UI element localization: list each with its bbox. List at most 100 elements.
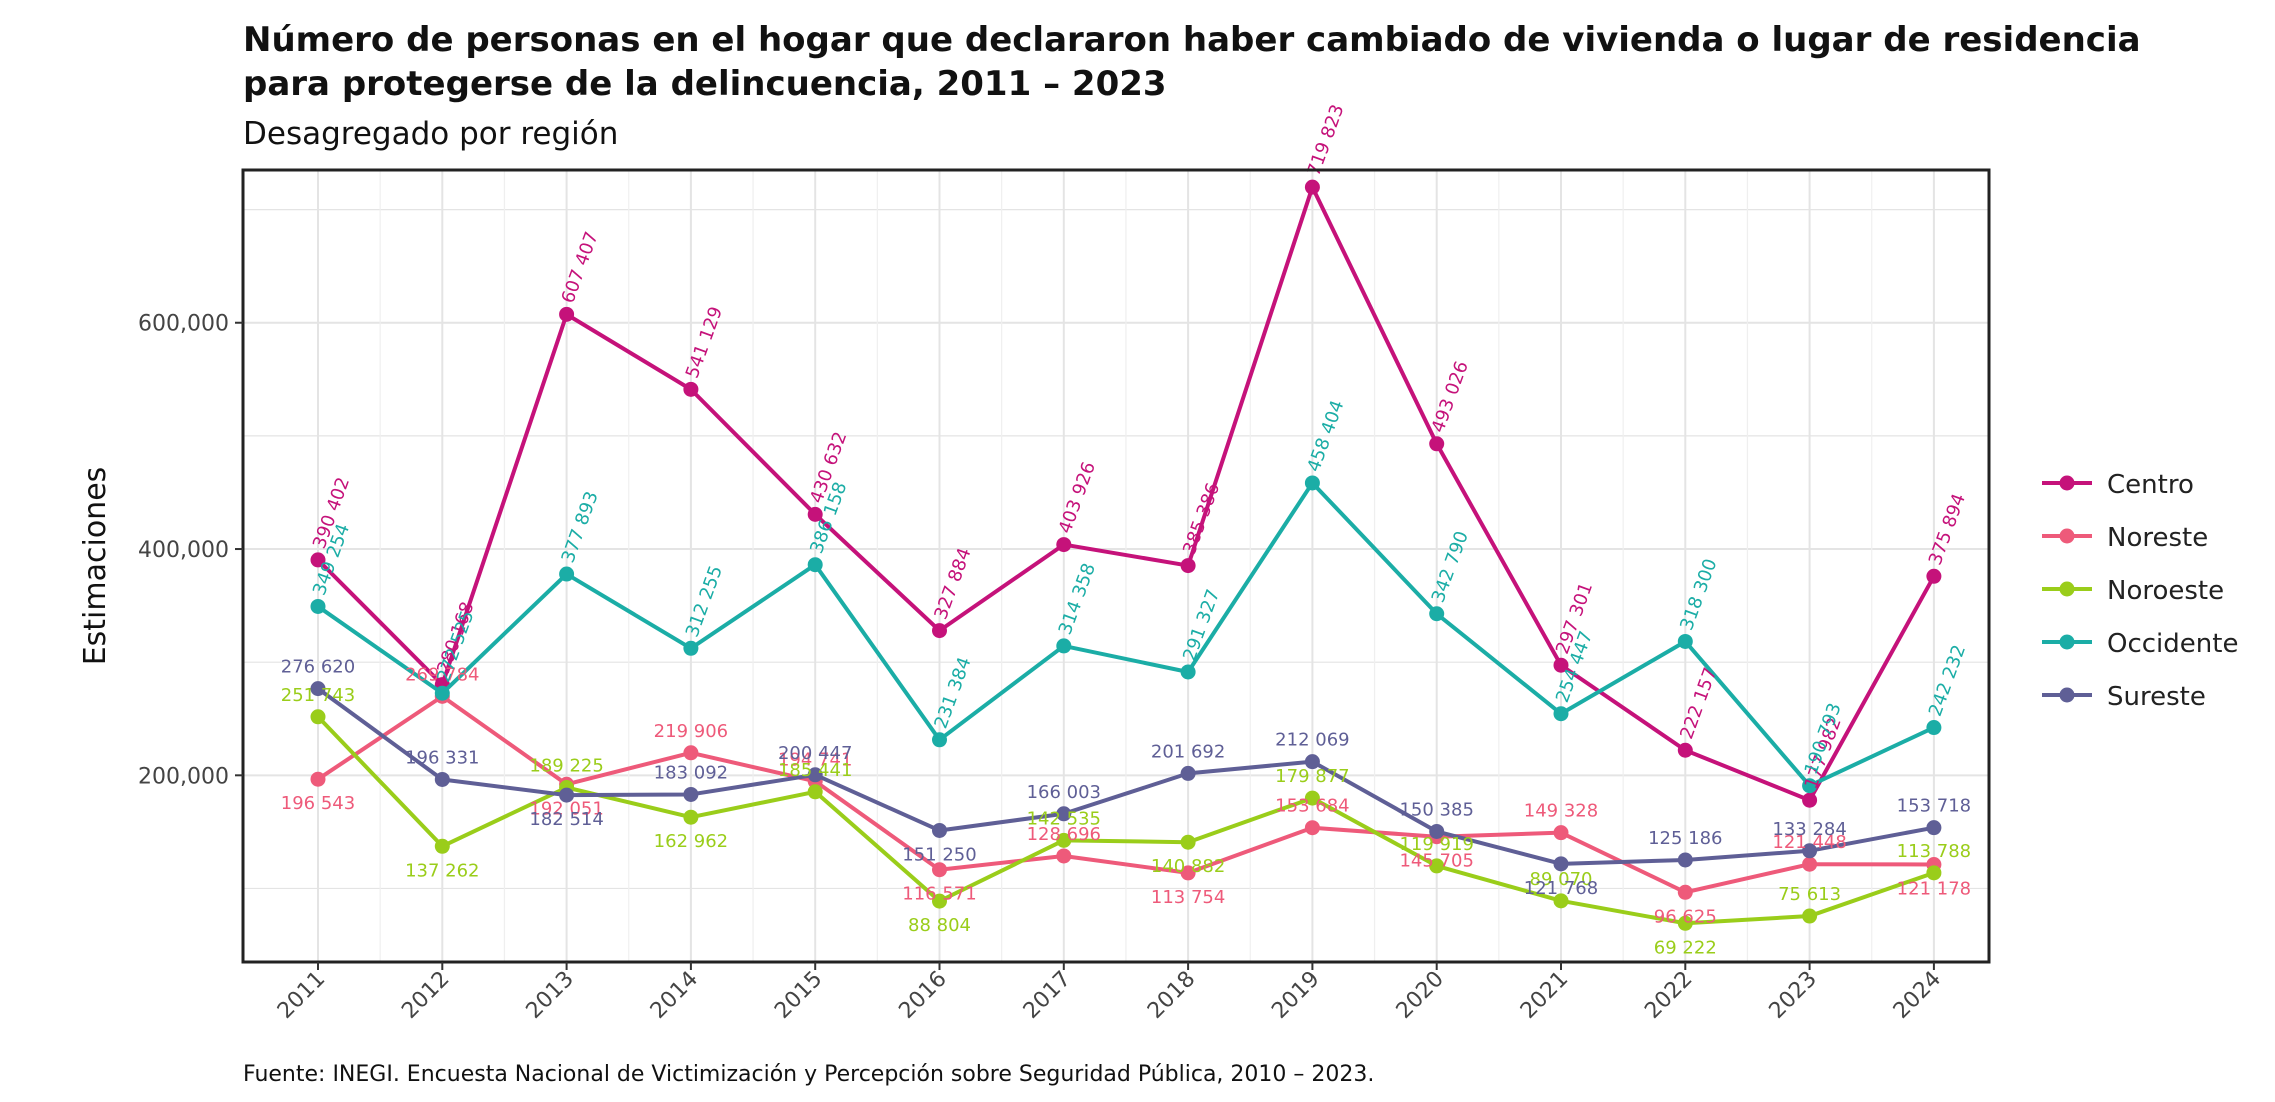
x-tick-label: 2017 xyxy=(1019,967,1076,1024)
data-label-sureste: 182 514 xyxy=(529,809,603,830)
point-noroeste xyxy=(1926,865,1942,881)
point-occidente xyxy=(310,598,326,614)
data-label-noroeste: 189 225 xyxy=(529,756,603,777)
point-noroeste xyxy=(1802,908,1818,924)
series-line-noroeste xyxy=(316,715,1935,926)
x-tick-label: 2018 xyxy=(1143,967,1200,1024)
x-tick-label: 2023 xyxy=(1765,967,1822,1024)
point-sureste xyxy=(1802,843,1818,859)
data-label-sureste: 151 250 xyxy=(902,844,976,865)
data-label-noroeste: 137 262 xyxy=(405,860,479,881)
point-noreste xyxy=(310,771,326,787)
data-label-noreste: 269 784 xyxy=(405,664,479,685)
point-noreste xyxy=(1056,848,1072,864)
point-sureste xyxy=(683,786,699,802)
series-line-sureste xyxy=(316,687,1935,866)
legend-label-occidente: Occidente xyxy=(2107,629,2238,659)
point-noroeste xyxy=(310,709,326,725)
data-label-noreste: 128 696 xyxy=(1027,824,1101,845)
point-centro xyxy=(1802,792,1818,808)
legend-marker-occidente xyxy=(2059,634,2075,650)
data-label-noreste: 192 051 xyxy=(529,798,603,819)
point-sureste xyxy=(1429,823,1445,839)
series-line-centro xyxy=(316,185,1936,803)
data-label-centro: 403 926 xyxy=(1055,459,1100,536)
point-occidente xyxy=(1926,720,1942,736)
point-sureste xyxy=(310,681,326,697)
point-noroeste xyxy=(683,809,699,825)
y-tick-label: 400,000 xyxy=(138,538,229,563)
legend-label-noreste: Noreste xyxy=(2107,523,2208,553)
data-label-noroeste: 69 222 xyxy=(1654,937,1717,958)
legend: Centro Noreste Noroeste Occidente Sureste xyxy=(2042,470,2238,712)
data-label-noreste: 121 178 xyxy=(1897,878,1971,899)
plot-panel-border xyxy=(241,168,1991,964)
point-centro xyxy=(932,623,947,639)
data-label-noroeste: 185 441 xyxy=(778,760,852,781)
point-centro xyxy=(1180,558,1196,574)
legend-marker-centro xyxy=(2059,475,2075,491)
point-occidente xyxy=(1429,606,1445,622)
data-label-noreste: 149 328 xyxy=(1524,801,1598,822)
legend-marker-noroeste xyxy=(2059,581,2075,597)
data-label-centro: 375 894 xyxy=(1925,491,1970,568)
data-label-occidente: 377 893 xyxy=(558,489,603,566)
x-tick-label: 2019 xyxy=(1267,967,1324,1024)
data-label-occidente: 242 232 xyxy=(1925,642,1970,719)
point-sureste xyxy=(559,787,575,803)
data-label-centro: 385 386 xyxy=(1179,480,1224,557)
point-noroeste xyxy=(1677,915,1693,931)
data-label-sureste: 183 092 xyxy=(654,762,728,783)
point-occidente xyxy=(932,732,947,748)
x-tick-label: 2011 xyxy=(273,967,330,1024)
point-noroeste xyxy=(434,838,450,854)
grid xyxy=(243,170,1989,962)
data-label-sureste: 200 447 xyxy=(778,743,852,764)
legend-marker-noreste xyxy=(2059,528,2075,544)
x-tick-label: 2012 xyxy=(397,967,454,1024)
point-noreste xyxy=(1553,825,1569,841)
data-label-noreste: 113 754 xyxy=(1151,887,1225,908)
point-noreste xyxy=(1677,884,1693,900)
point-sureste xyxy=(807,767,823,783)
point-centro xyxy=(1553,657,1569,673)
point-noroeste xyxy=(932,893,947,909)
data-label-noreste: 153 684 xyxy=(1275,796,1349,817)
series-line-noreste xyxy=(316,694,1934,895)
data-label-centro: 541 129 xyxy=(682,304,727,381)
data-label-noreste: 219 906 xyxy=(654,721,728,742)
data-label-noreste: 194 741 xyxy=(778,749,852,770)
data-label-noroeste: 89 070 xyxy=(1530,869,1593,890)
x-tick-label: 2013 xyxy=(522,967,579,1024)
data-label-noreste: 96 625 xyxy=(1654,906,1717,927)
point-centro xyxy=(1304,179,1320,195)
data-label-sureste: 212 069 xyxy=(1275,730,1349,751)
point-centro xyxy=(1056,537,1072,553)
x-tick-label: 2021 xyxy=(1516,967,1573,1024)
point-noreste xyxy=(1304,820,1320,836)
point-occidente xyxy=(434,685,450,701)
point-sureste xyxy=(1553,856,1569,872)
point-sureste xyxy=(1180,765,1196,781)
data-label-centro: 607 407 xyxy=(558,229,603,306)
point-sureste xyxy=(1677,852,1693,868)
series-line-occidente xyxy=(316,480,1935,788)
y-tick-label: 600,000 xyxy=(138,312,229,337)
data-label-sureste: 125 186 xyxy=(1648,828,1722,849)
data-label-sureste: 201 692 xyxy=(1151,741,1225,762)
data-label-sureste: 153 718 xyxy=(1897,796,1971,817)
x-tick-label: 2020 xyxy=(1392,967,1449,1024)
data-label-noreste: 145 705 xyxy=(1399,851,1473,872)
x-tick-label: 2022 xyxy=(1640,967,1697,1024)
point-centro xyxy=(310,552,326,568)
data-label-occidente: 314 358 xyxy=(1055,561,1100,638)
data-label-centro: 493 026 xyxy=(1428,358,1473,435)
data-label-occidente: 318 300 xyxy=(1676,556,1721,633)
point-noreste xyxy=(1180,865,1196,881)
data-label-noroeste: 251 743 xyxy=(281,685,355,706)
x-tick-label: 2016 xyxy=(894,967,951,1024)
point-sureste xyxy=(932,822,947,838)
data-label-sureste: 166 003 xyxy=(1027,782,1101,803)
data-label-sureste: 196 331 xyxy=(405,747,479,768)
